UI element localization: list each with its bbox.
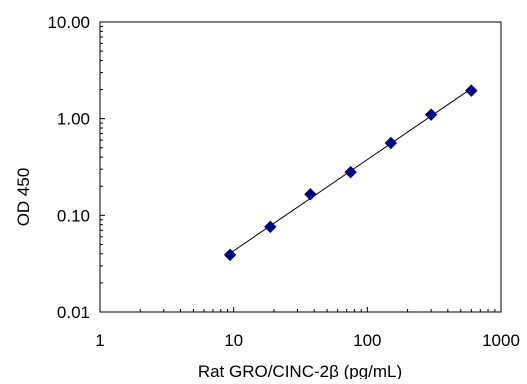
y-tick-label: 10.00 <box>47 13 90 32</box>
x-tick-label: 100 <box>353 331 381 350</box>
x-tick-label: 1 <box>95 331 104 350</box>
y-tick-label: 1.00 <box>57 110 90 129</box>
data-point <box>264 220 277 234</box>
plot-area <box>99 21 502 313</box>
data-point <box>424 108 438 121</box>
y-tick-label: 0.10 <box>57 206 90 225</box>
data-point <box>344 165 357 179</box>
data-point <box>384 136 398 150</box>
data-point <box>465 84 478 97</box>
x-tick-label: 10 <box>224 331 243 350</box>
data-point <box>304 188 317 201</box>
data-point <box>223 248 237 262</box>
y-axis-title: OD 450 <box>14 168 33 227</box>
y-tick-label: 0.01 <box>57 303 90 322</box>
x-tick-label: 1000 <box>482 331 520 350</box>
x-axis-title: Rat GRO/CINC-2β (pg/mL) <box>198 362 402 379</box>
